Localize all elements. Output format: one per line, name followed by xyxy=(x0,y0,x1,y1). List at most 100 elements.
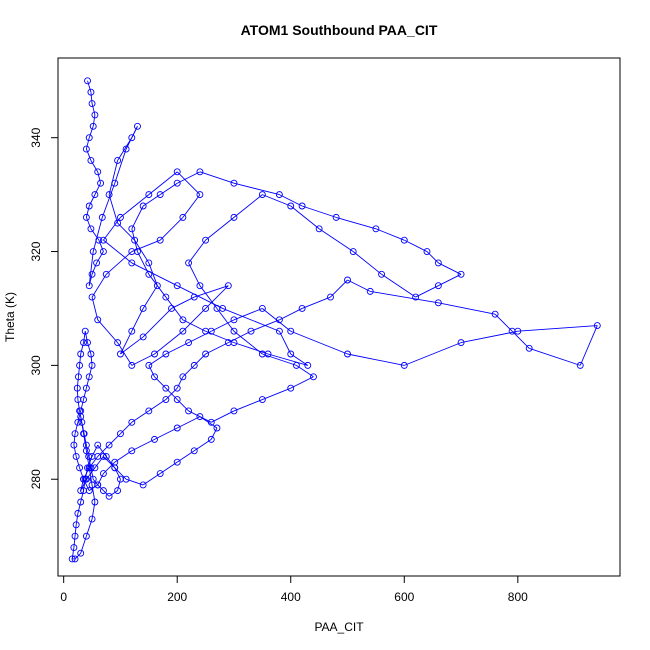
data-point xyxy=(168,305,175,312)
series-segment xyxy=(438,302,496,315)
series-segment xyxy=(83,331,86,343)
x-tick-label: 0 xyxy=(60,590,67,604)
data-point xyxy=(196,413,204,421)
series-segment xyxy=(194,285,229,298)
data-point xyxy=(82,447,90,455)
data-point xyxy=(88,293,96,301)
series-segment xyxy=(80,342,84,355)
series-segment xyxy=(108,490,118,497)
series-segment xyxy=(182,308,206,332)
series-segment xyxy=(205,330,235,344)
data-point xyxy=(213,424,221,432)
series-segment xyxy=(426,251,439,264)
data-point xyxy=(77,413,85,421)
data-point xyxy=(94,316,102,324)
series-segment xyxy=(148,365,155,377)
series-segment xyxy=(165,387,178,400)
series-segment xyxy=(131,353,155,366)
data-point xyxy=(128,327,136,335)
series-segment xyxy=(97,484,104,491)
data-point xyxy=(457,339,465,347)
data-point xyxy=(332,213,340,221)
data-point xyxy=(275,316,283,324)
data-point xyxy=(434,259,442,267)
series-segment xyxy=(85,376,90,389)
series-segment xyxy=(120,421,133,435)
series-segment xyxy=(108,433,121,446)
series-segment xyxy=(77,501,82,514)
data-point xyxy=(145,259,153,267)
data-point xyxy=(74,373,82,381)
data-point xyxy=(74,396,82,403)
data-point xyxy=(344,350,351,358)
data-point xyxy=(213,305,221,312)
series-segment xyxy=(120,194,150,218)
data-point xyxy=(412,293,420,301)
data-point xyxy=(89,248,97,255)
series-segment xyxy=(211,410,235,423)
series-segment xyxy=(94,183,101,195)
series-segment xyxy=(210,427,218,440)
data-point xyxy=(71,430,79,438)
series-segment xyxy=(262,194,291,207)
data-point xyxy=(105,441,113,449)
series-segment xyxy=(171,296,195,309)
data-point xyxy=(77,498,85,506)
data-point xyxy=(230,316,238,324)
data-point xyxy=(122,145,130,153)
data-point xyxy=(80,487,87,495)
series-segment xyxy=(87,80,92,93)
x-tick-label: 600 xyxy=(394,590,414,604)
series-segment xyxy=(105,251,133,275)
data-point xyxy=(76,464,84,472)
series-segment xyxy=(199,285,218,309)
series-segment xyxy=(73,444,77,457)
series-segment xyxy=(137,251,150,275)
data-point xyxy=(85,202,93,210)
data-point xyxy=(94,441,102,449)
data-point xyxy=(202,236,210,244)
series-segment xyxy=(250,319,280,332)
data-point xyxy=(114,487,122,495)
data-point xyxy=(258,305,266,312)
series-segment xyxy=(279,308,303,321)
series-segment xyxy=(176,376,184,389)
data-point xyxy=(202,305,210,312)
data-point xyxy=(105,492,113,500)
series-segment xyxy=(154,330,184,355)
series-segment xyxy=(336,216,377,230)
data-point xyxy=(190,293,198,301)
series-segment xyxy=(84,331,88,343)
series-segment xyxy=(182,194,201,218)
series-segment xyxy=(79,353,82,366)
data-point xyxy=(275,191,283,199)
data-point xyxy=(114,157,122,164)
series-segment xyxy=(188,410,212,423)
series-segment xyxy=(318,228,354,252)
data-point xyxy=(91,191,99,199)
series-segment xyxy=(142,308,172,338)
data-point xyxy=(114,339,122,347)
data-point xyxy=(99,453,107,460)
data-point xyxy=(128,418,136,426)
data-point xyxy=(139,481,147,489)
data-point xyxy=(258,396,266,403)
series-segment xyxy=(134,239,150,264)
series-segment xyxy=(233,194,263,218)
data-point xyxy=(207,435,215,443)
data-point xyxy=(111,179,119,187)
data-point xyxy=(68,555,76,563)
series-segment xyxy=(73,433,76,446)
series-segment xyxy=(97,473,104,486)
series-segment xyxy=(87,342,92,355)
series-segment xyxy=(77,399,81,411)
y-tick-label: 320 xyxy=(29,241,43,261)
data-point xyxy=(275,327,283,335)
series-line-group xyxy=(71,80,598,560)
series-segment xyxy=(205,342,229,355)
data-point xyxy=(224,339,232,347)
data-point xyxy=(344,276,351,284)
data-point xyxy=(179,316,187,324)
series-segment xyxy=(74,524,77,537)
data-point xyxy=(116,475,124,483)
